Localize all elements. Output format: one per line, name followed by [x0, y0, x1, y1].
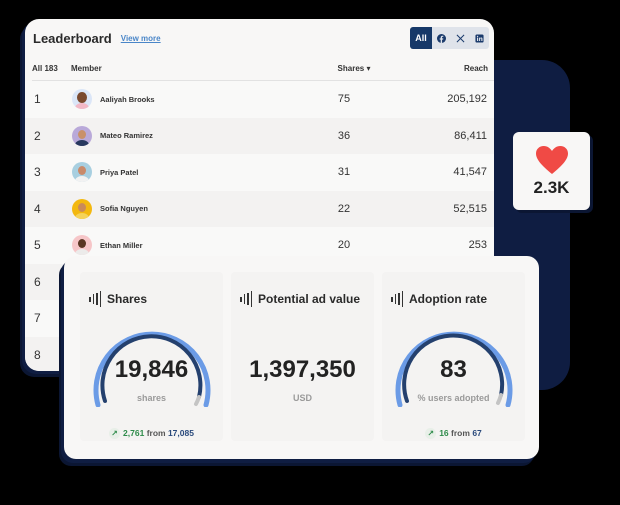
previous-value: 17,085 [167, 428, 194, 438]
stat-delta: ↗ 2,761 from 17,085 [80, 428, 223, 440]
previous-value: 67 [472, 428, 482, 438]
leaderboard-header: Leaderboard View more All [25, 19, 494, 57]
delta-from-label: from [451, 428, 470, 438]
avatar [72, 235, 92, 256]
row-rank: 8 [34, 347, 41, 362]
network-filter: All [410, 27, 489, 49]
heart-icon [535, 145, 569, 175]
stat-header: Shares [89, 291, 148, 307]
column-rank[interactable]: All 183 [32, 64, 58, 73]
stat-unit: USD [292, 393, 312, 403]
column-member[interactable]: Member [71, 64, 102, 73]
member-name[interactable]: Aaliyah Brooks [100, 94, 155, 104]
table-row[interactable]: 1 Aaliyah Brooks 75 205,192 [25, 81, 494, 118]
row-rank: 2 [34, 128, 41, 143]
row-shares: 31 [337, 166, 351, 179]
stat-card-adoption: Adoption rate 83 % users adopted ↗ 16 fro… [382, 272, 525, 441]
stat-title: Shares [107, 292, 148, 306]
trend-up-icon: ↗ [425, 428, 437, 440]
row-reach: 41,547 [453, 166, 487, 179]
row-reach: 205,192 [447, 93, 487, 106]
avatar [72, 162, 92, 183]
stat-header: Adoption rate [391, 291, 487, 307]
column-reach[interactable]: Reach [463, 64, 488, 73]
avatar [72, 125, 92, 146]
stat-unit: shares [136, 393, 167, 403]
column-shares-sort[interactable]: Shares ▾ [337, 64, 371, 73]
shares-gauge [93, 331, 210, 407]
delta-value: 16 [439, 428, 449, 438]
row-reach: 86,411 [454, 129, 487, 142]
row-rank: 6 [34, 274, 41, 289]
table-row[interactable]: 4 Sofia Nguyen 22 52,515 [25, 190, 494, 227]
stat-title: Adoption rate [409, 292, 487, 306]
row-rank: 3 [34, 165, 41, 180]
likes-count: 2.3K [533, 177, 570, 197]
member-name[interactable]: Sofia Nguyen [100, 204, 148, 214]
facebook-icon [437, 33, 446, 43]
member-name[interactable]: Mateo Ramirez [100, 131, 153, 141]
stat-value: 19,846 [114, 356, 189, 383]
stat-title: Potential ad value [258, 292, 361, 306]
table-row[interactable]: 2 Mateo Ramirez 36 86,411 [25, 117, 494, 154]
member-name[interactable]: Ethan Miller [100, 240, 143, 250]
row-rank: 5 [34, 238, 41, 253]
member-name[interactable]: Priya Patel [100, 167, 139, 177]
delta-from-label: from [146, 428, 166, 438]
linkedin-icon [475, 33, 484, 43]
view-more-link[interactable]: View more [120, 33, 161, 43]
delta-value: 2,761 [123, 428, 145, 438]
filter-facebook-button[interactable] [432, 27, 451, 49]
row-reach: 52,515 [453, 202, 487, 215]
avatar [72, 89, 92, 110]
filter-x-button[interactable] [451, 27, 470, 49]
row-member: Aaliyah Brooks [72, 89, 314, 110]
filter-linkedin-button[interactable] [470, 27, 489, 49]
row-shares: 20 [337, 239, 351, 252]
trend-up-icon: ↗ [109, 428, 121, 440]
stat-delta: ↗ 16 from 67 [382, 428, 525, 440]
adoption-gauge [395, 331, 512, 407]
stat-value: 1,397,350 [249, 356, 356, 383]
table-row[interactable]: 3 Priya Patel 31 41,547 [25, 154, 494, 191]
bar-chart-icon [89, 291, 101, 307]
filter-all-button[interactable]: All [410, 27, 432, 49]
table-header: All 183 Member Shares ▾ Reach [32, 57, 494, 81]
bar-chart-icon [391, 291, 403, 307]
likes-badge: 2.3K [513, 132, 590, 210]
row-member: Ethan Miller [72, 235, 314, 256]
row-reach: 253 [468, 239, 487, 252]
stat-header: Potential ad value [240, 291, 361, 307]
row-member: Mateo Ramirez [72, 125, 314, 146]
stat-unit: % users adopted [417, 393, 490, 403]
stat-value: 83 [440, 356, 467, 383]
row-shares: 22 [337, 202, 351, 215]
x-icon [456, 34, 465, 42]
leaderboard-title: Leaderboard [33, 30, 112, 46]
avatar [72, 198, 92, 219]
stat-card-shares: Shares 19,846 shares ↗ 2,761 from 17,085 [80, 272, 223, 441]
stats-panel: Shares 19,846 shares ↗ 2,761 from 17,085 … [64, 256, 539, 459]
row-shares: 75 [337, 93, 351, 106]
bar-chart-icon [240, 291, 252, 307]
row-shares: 36 [337, 129, 351, 142]
row-member: Sofia Nguyen [72, 198, 314, 219]
row-member: Priya Patel [72, 162, 314, 183]
row-rank: 4 [34, 201, 41, 216]
row-rank: 1 [34, 92, 41, 107]
row-rank: 7 [34, 311, 41, 326]
stat-card-ad-value: Potential ad value 1,397,350 USD [231, 272, 374, 441]
